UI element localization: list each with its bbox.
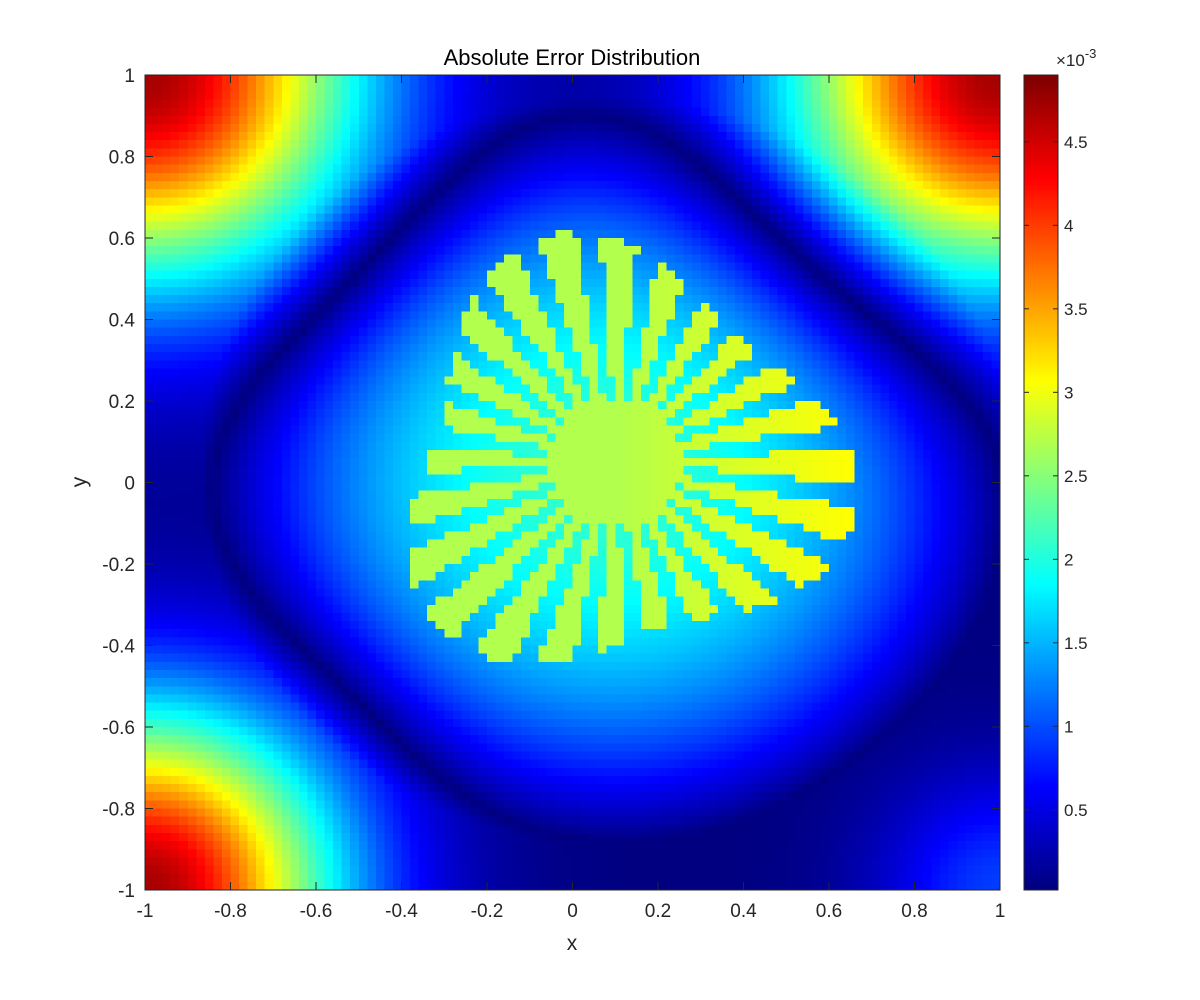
- x-tick-label: 0.8: [901, 901, 927, 922]
- y-tick-label: 0.6: [109, 229, 135, 250]
- y-tick-label: -1: [118, 881, 135, 902]
- colorbar-exponent: ×10-3: [1056, 46, 1096, 70]
- x-axis: -1 -0.8 -0.6 -0.4 -0.2 0 0.2 0.4 0.6 0.8 1: [137, 75, 1006, 922]
- x-tick-label: -0.8: [214, 901, 247, 922]
- colorbar-tick-label: 3: [1064, 383, 1073, 402]
- y-tick-label: -0.4: [102, 637, 135, 658]
- x-tick-label: 0.6: [816, 901, 842, 922]
- colorbar-tick-label: 4: [1064, 216, 1073, 235]
- colorbar-tick-label: 2.5: [1064, 467, 1088, 486]
- colorbar-tick-label: 2: [1064, 550, 1073, 569]
- x-tick-label: 1: [995, 901, 1006, 922]
- colorbar-tick-label: 4.5: [1064, 133, 1088, 152]
- x-tick-label: 0.2: [645, 901, 671, 922]
- x-axis-label: x: [567, 932, 578, 955]
- y-axis-label: y: [68, 476, 91, 487]
- x-tick-label: 0.4: [730, 901, 757, 922]
- colorbar-exponent-base: ×10: [1056, 51, 1085, 70]
- x-tick-label: 0: [567, 901, 578, 922]
- x-tick-label: -1: [137, 901, 154, 922]
- x-tick-label: -0.4: [385, 901, 418, 922]
- y-tick-label: -0.2: [102, 555, 135, 576]
- y-tick-label: -0.8: [102, 800, 135, 821]
- colorbar-gradient: [1024, 75, 1058, 890]
- y-axis: 1 0.8 0.6 0.4 0.2 0 -0.2 -0.4 -0.6 -0.8 -1: [102, 66, 1000, 902]
- colorbar-tick-label: 1.5: [1064, 634, 1088, 653]
- colorbar-tick-label: 1: [1064, 717, 1073, 736]
- chart-title: Absolute Error Distribution: [444, 45, 701, 70]
- x-tick-label: -0.6: [300, 901, 333, 922]
- y-tick-label: 0.4: [109, 311, 136, 332]
- colorbar-ticks: 0.5 1 1.5 2 2.5 3 3.5 4 4.5: [1024, 133, 1088, 820]
- colorbar-exponent-power: -3: [1085, 46, 1097, 61]
- y-tick-label: 1: [124, 66, 135, 87]
- heatmap-image: [145, 75, 1000, 890]
- x-tick-label: -0.2: [471, 901, 504, 922]
- heatmap: [145, 75, 1000, 890]
- y-tick-label: 0.8: [109, 148, 135, 169]
- colorbar-frame: [1023, 74, 1059, 891]
- y-tick-label: -0.6: [102, 718, 135, 739]
- y-tick-label: 0: [124, 474, 135, 495]
- colorbar-tick-label: 0.5: [1064, 801, 1088, 820]
- y-tick-label: 0.2: [109, 392, 135, 413]
- colorbar: 0.5 1 1.5 2 2.5 3 3.5 4 4.5 ×10-3: [1023, 46, 1096, 891]
- colorbar-tick-label: 3.5: [1064, 300, 1088, 319]
